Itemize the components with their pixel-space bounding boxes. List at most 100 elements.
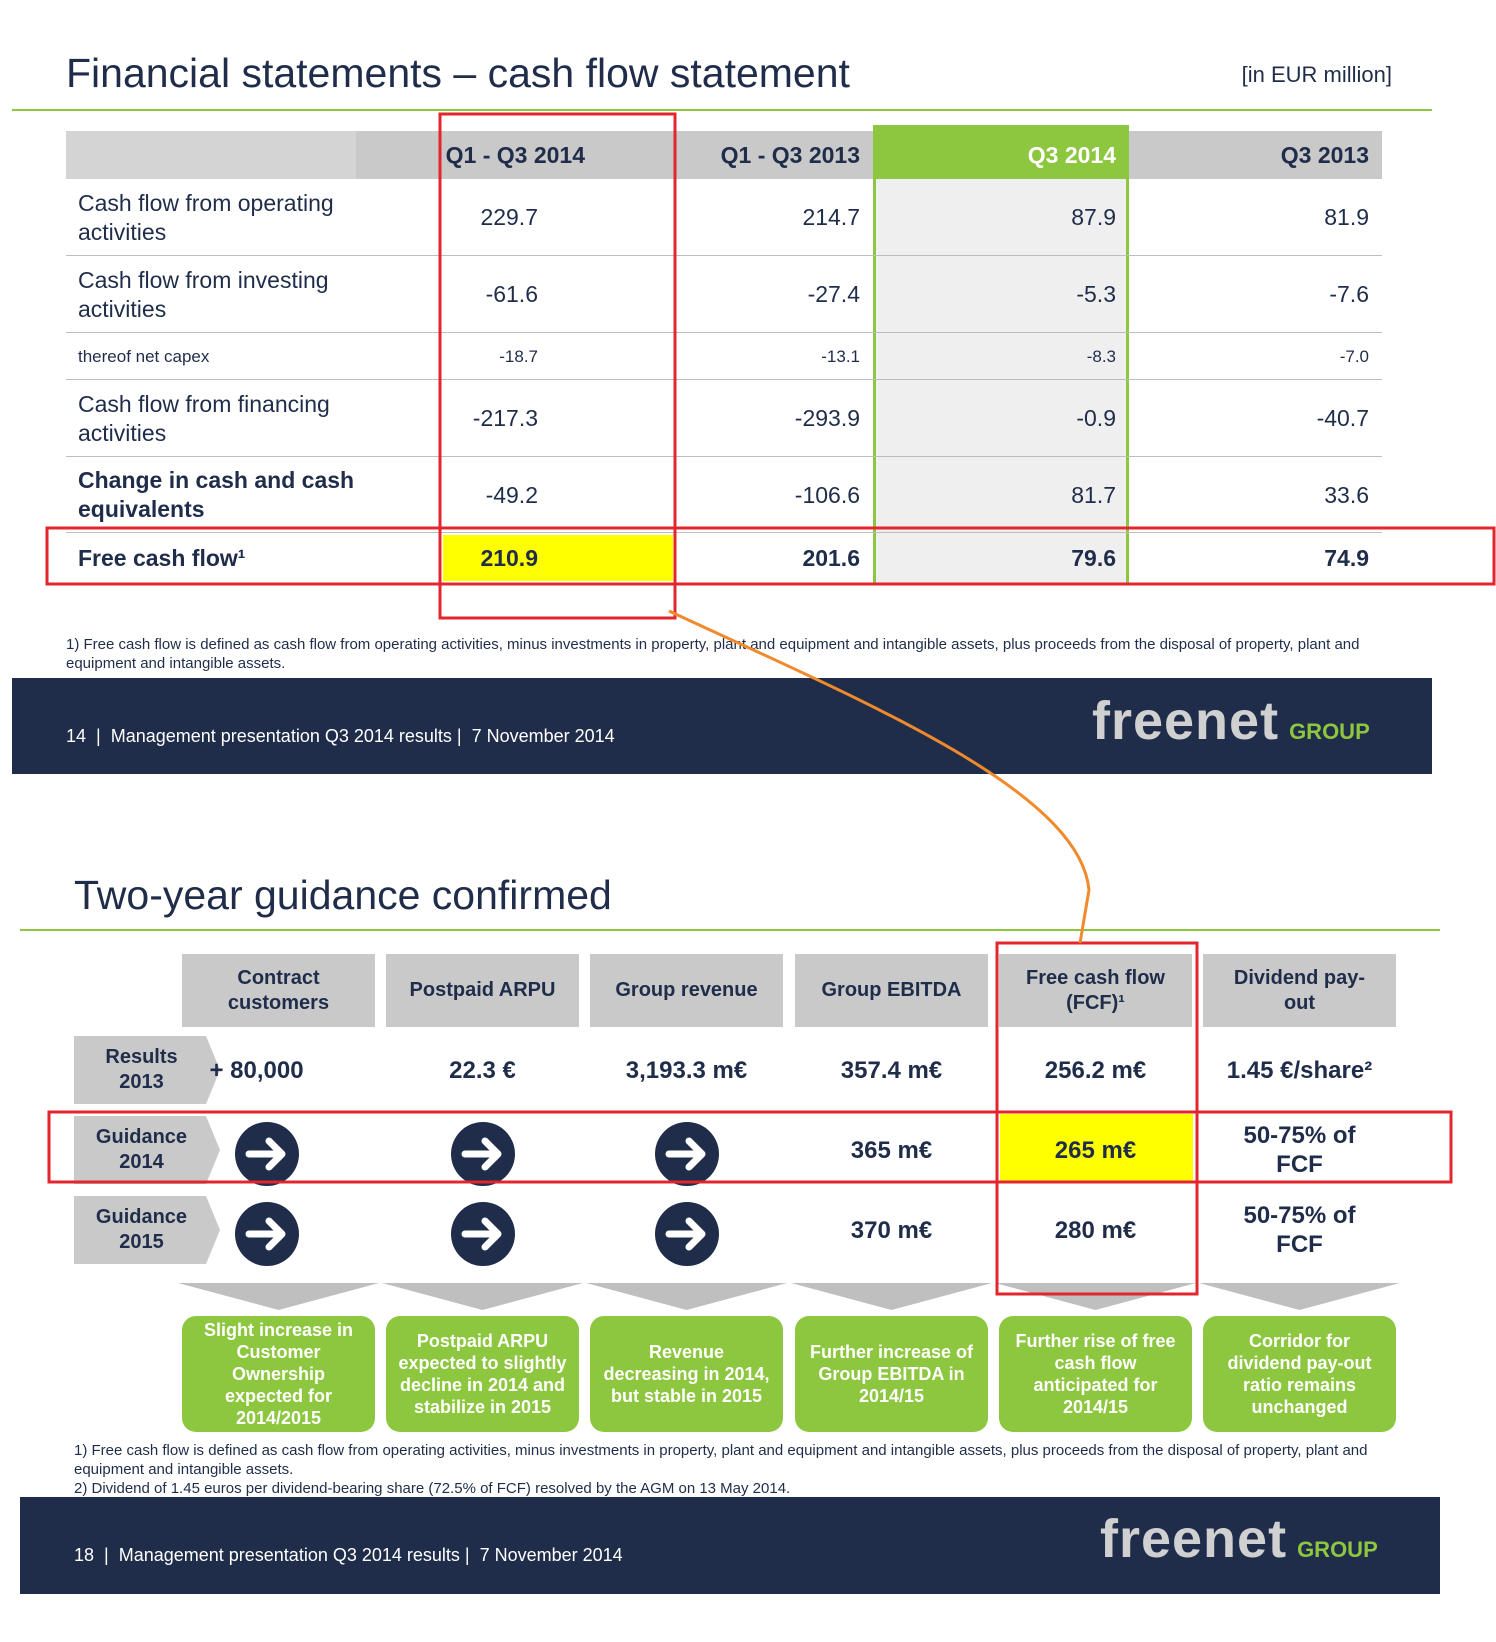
row-label: Cash flow from investing activities xyxy=(78,266,329,322)
unit-label: [in EUR million] xyxy=(1241,62,1392,87)
table-value: -8.3 xyxy=(1086,346,1116,366)
row-separator xyxy=(66,255,1382,256)
arrow-icon xyxy=(654,1122,719,1186)
grid-value: 256.2 m€ xyxy=(1044,1056,1147,1084)
table-value: -40.7 xyxy=(1316,405,1369,431)
column-header: Q3 2014 xyxy=(1027,141,1116,168)
grid-value: 280 m€ xyxy=(1054,1216,1137,1244)
chevron xyxy=(382,1283,583,1310)
grid-value: 265 m€ xyxy=(1054,1136,1137,1164)
table-value: 214.7 xyxy=(802,204,860,230)
slide-title: Two-year guidance confirmed xyxy=(74,872,612,918)
arrow-icon xyxy=(450,1202,515,1266)
arrow-icon xyxy=(234,1122,299,1186)
row-label-tab xyxy=(74,1196,220,1264)
grid-value: 370 m€ xyxy=(850,1216,933,1244)
grid-value: 1.45 €/share² xyxy=(1226,1056,1373,1084)
logo-name: freenet xyxy=(1100,1509,1288,1569)
table-value: -7.6 xyxy=(1329,281,1369,307)
column-header: Q1 - Q3 2014 xyxy=(445,141,585,168)
grid-value: 3,193.3 m€ xyxy=(625,1056,748,1084)
logo-name: freenet xyxy=(1092,691,1280,751)
arrow-icon xyxy=(450,1122,515,1186)
row-separator xyxy=(66,379,1382,380)
note-box: Postpaid ARPU expected to slightly decli… xyxy=(386,1316,579,1432)
row-label-tab xyxy=(74,1036,220,1104)
chevron xyxy=(1199,1283,1400,1310)
table-value: -293.9 xyxy=(794,405,860,431)
note-box: Revenue decreasing in 2014, but stable i… xyxy=(590,1316,783,1432)
column-header: Free cash flow (FCF)¹ xyxy=(999,954,1192,1027)
column-header: Q3 2013 xyxy=(1280,141,1369,168)
table-value: -0.9 xyxy=(1076,405,1116,431)
footer-text: 14 | Management presentation Q3 2014 res… xyxy=(66,726,615,746)
column-border xyxy=(873,131,876,583)
logo: freenet GROUP xyxy=(1100,1508,1378,1570)
table-value: 210.9 xyxy=(480,544,538,571)
note-box: Corridor for dividend pay-out ratio rema… xyxy=(1203,1316,1396,1432)
footnote: 1) Free cash flow is defined as cash flo… xyxy=(66,636,1360,672)
row-label: Cash flow from operating activities xyxy=(78,189,334,245)
table-value: 229.7 xyxy=(480,204,538,230)
footer-band xyxy=(20,1497,1440,1594)
row-label: Guidance 2015 xyxy=(95,1206,188,1253)
grid-value: 357.4 m€ xyxy=(840,1056,943,1084)
table-value: -18.7 xyxy=(499,346,538,366)
note-box: Slight increase in Customer Ownership ex… xyxy=(182,1316,375,1432)
note-box: Further increase of Group EBITDA in 2014… xyxy=(795,1316,988,1432)
table-value: 81.7 xyxy=(1071,481,1116,508)
grid-value: 22.3 € xyxy=(449,1056,516,1084)
footnote: 1) Free cash flow is defined as cash flo… xyxy=(74,1442,1368,1478)
table-value: -217.3 xyxy=(472,405,538,431)
table-value: -106.6 xyxy=(794,481,860,508)
arrow-icon xyxy=(654,1202,719,1266)
table-value: 87.9 xyxy=(1071,204,1116,230)
table-value: -5.3 xyxy=(1076,281,1116,307)
table-value: -13.1 xyxy=(821,346,860,366)
column-border xyxy=(1126,131,1129,583)
row-label: Free cash flow¹ xyxy=(78,544,246,571)
chevron xyxy=(178,1283,379,1310)
row-label: Cash flow from financing activities xyxy=(78,390,330,446)
column-header: Postpaid ARPU xyxy=(386,954,579,1027)
chevron xyxy=(791,1283,992,1310)
row-label: Change in cash and cash equivalents xyxy=(78,467,355,522)
table-value: -27.4 xyxy=(807,281,860,307)
table-value: 81.9 xyxy=(1324,204,1369,230)
highlight-column-header xyxy=(873,125,1129,179)
column-header: Dividend pay-out xyxy=(1203,954,1396,1027)
grid-value: + 80,000 xyxy=(209,1056,304,1084)
footer-text: 18 | Management presentation Q3 2014 res… xyxy=(74,1545,623,1565)
row-separator xyxy=(66,456,1382,457)
slide-title: Financial statements – cash flow stateme… xyxy=(66,50,850,96)
arrow-icon xyxy=(234,1202,299,1266)
row-label: Guidance 2014 xyxy=(95,1126,188,1173)
column-header: Contract customers xyxy=(182,954,375,1027)
header-band xyxy=(66,131,356,179)
arrow-glyph xyxy=(461,1217,501,1251)
arrow-glyph xyxy=(245,1217,285,1251)
table-value: 79.6 xyxy=(1071,544,1116,571)
grid-value: 50-75% of FCF xyxy=(1243,1122,1356,1178)
row-label: Results 2013 xyxy=(105,1046,178,1093)
row-separator xyxy=(66,332,1382,333)
logo: freenet GROUP xyxy=(1092,690,1370,752)
table-value: -7.0 xyxy=(1339,346,1369,366)
chevron xyxy=(995,1283,1196,1310)
logo-group: GROUP xyxy=(1297,1537,1378,1562)
chevron xyxy=(586,1283,787,1310)
grid-value: 365 m€ xyxy=(850,1136,933,1164)
table-value: -61.6 xyxy=(485,281,538,307)
note-box: Further rise of free cash flow anticipat… xyxy=(999,1316,1192,1432)
grid-value: 50-75% of FCF xyxy=(1243,1202,1356,1258)
row-label: thereof net capex xyxy=(78,347,210,366)
table-value: 201.6 xyxy=(802,544,860,571)
column-header: Group EBITDA xyxy=(795,954,988,1027)
table-value: -49.2 xyxy=(485,481,538,508)
arrow-glyph xyxy=(665,1217,705,1251)
footnote: 2) Dividend of 1.45 euros per dividend-b… xyxy=(74,1480,791,1497)
logo-group: GROUP xyxy=(1289,719,1370,744)
table-value: 74.9 xyxy=(1324,544,1369,571)
table-value: 33.6 xyxy=(1324,481,1369,508)
